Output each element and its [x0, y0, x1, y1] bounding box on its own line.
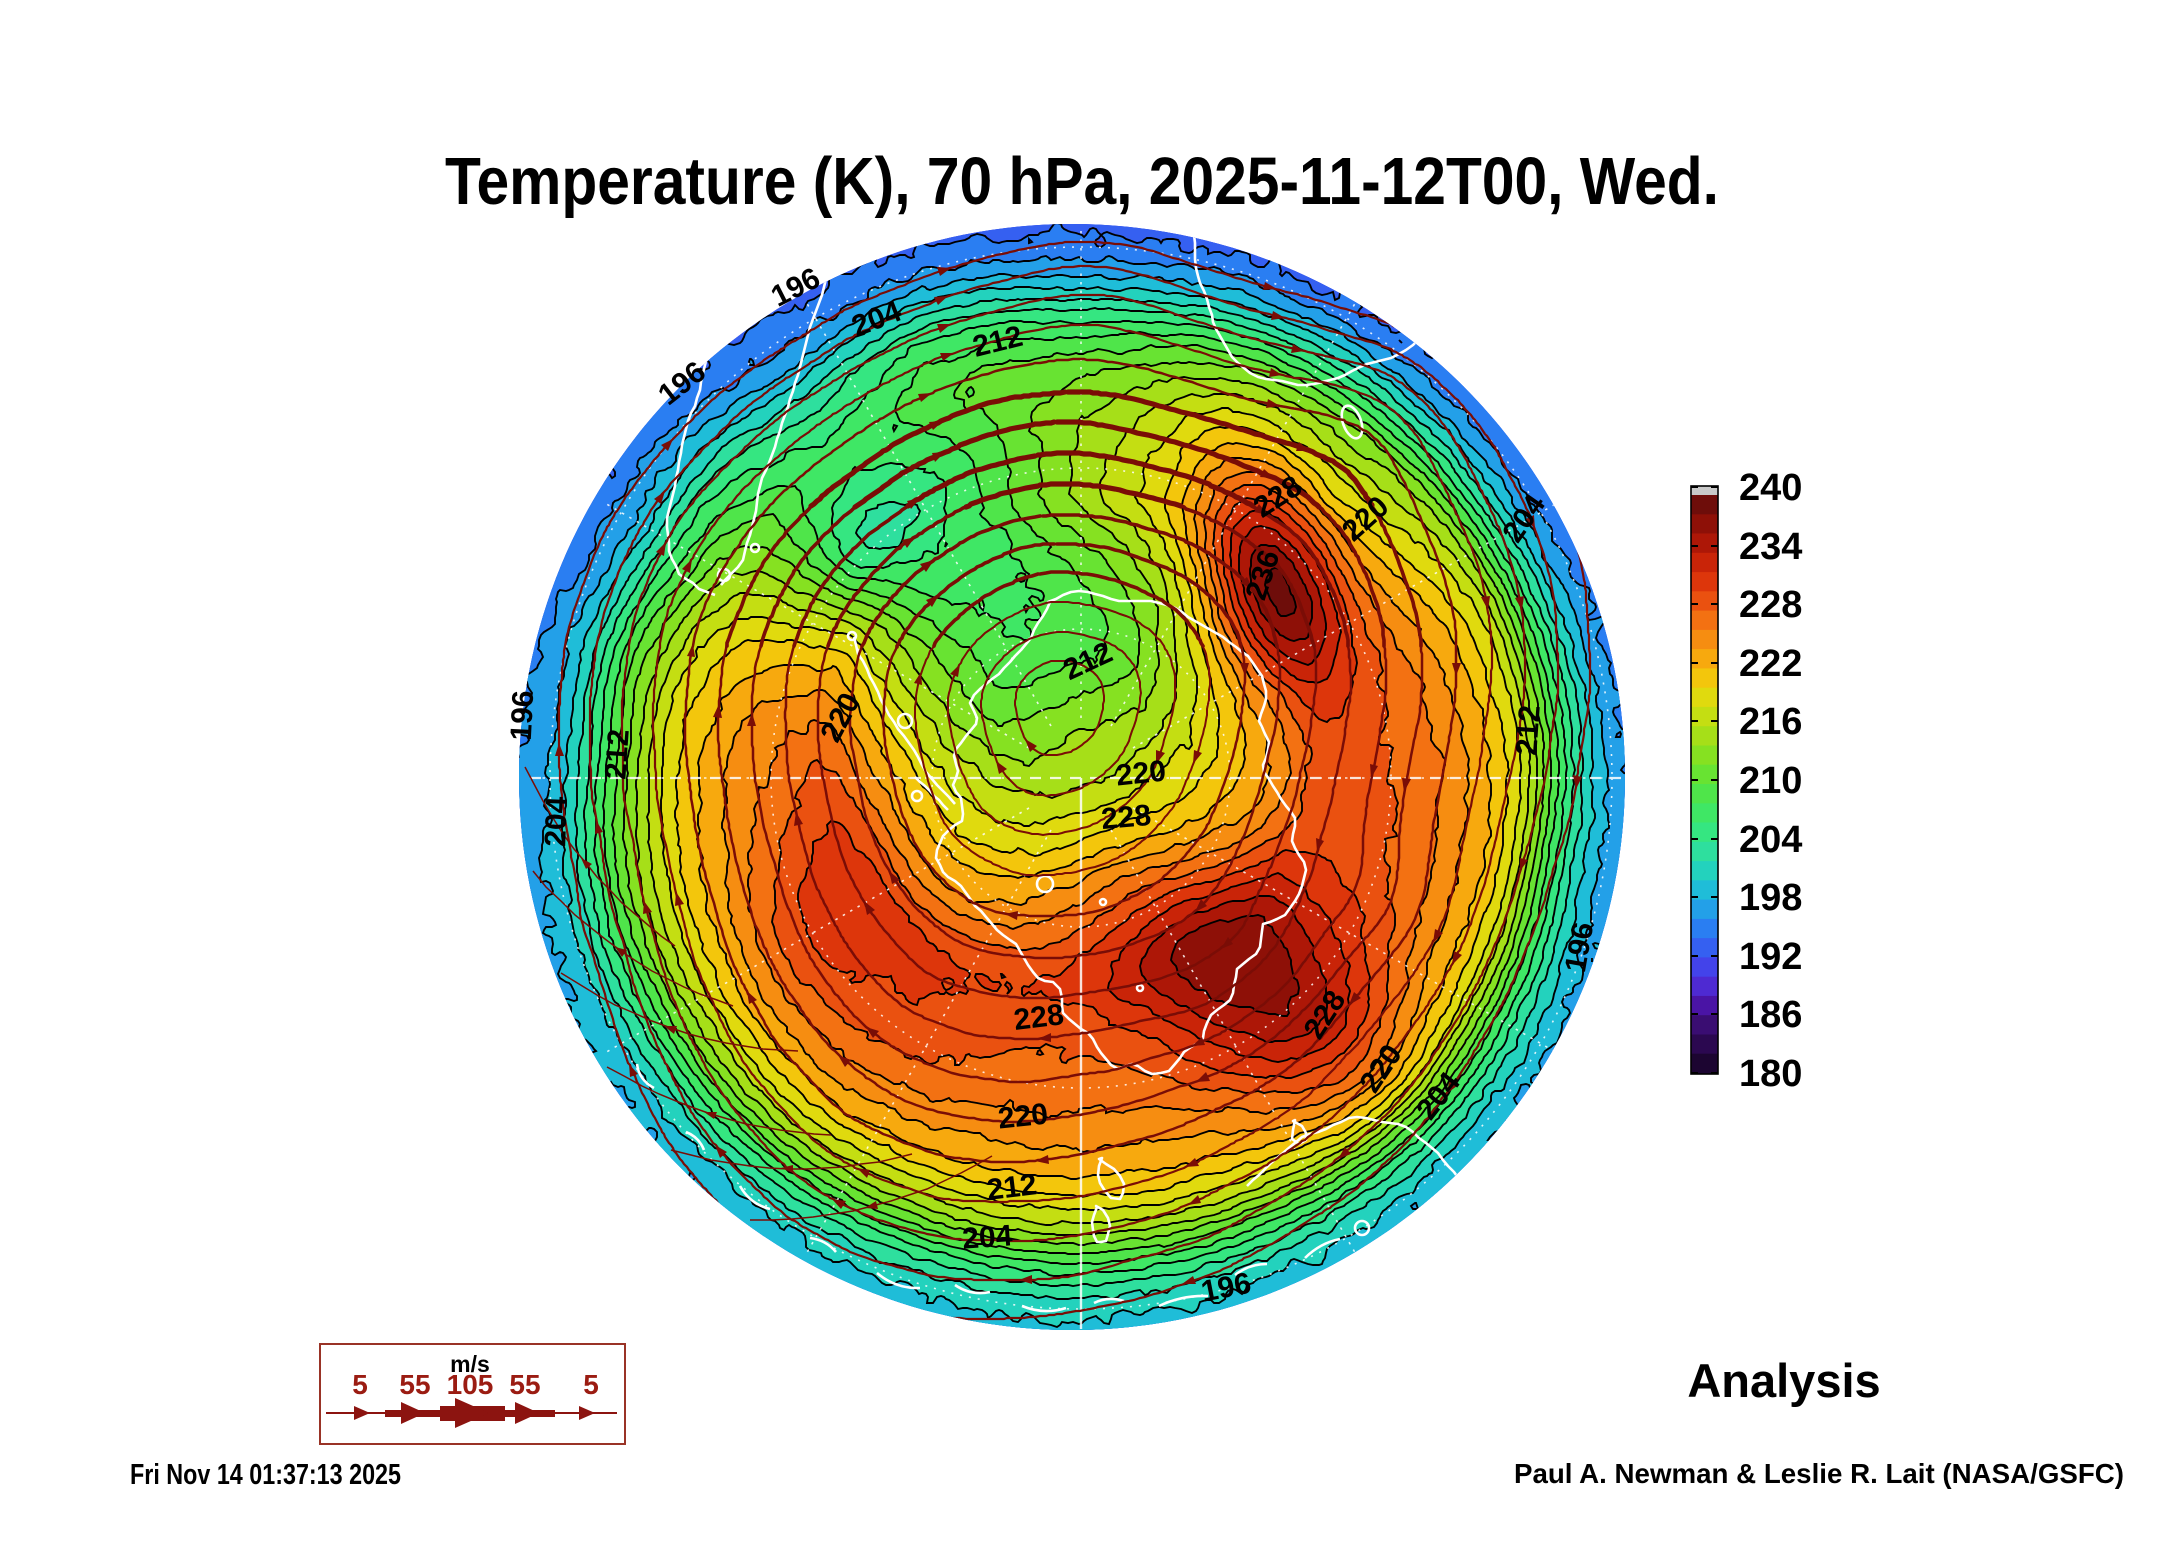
svg-text:105: 105: [447, 1369, 494, 1400]
svg-text:210: 210: [1739, 760, 1802, 802]
svg-text:228: 228: [1100, 799, 1153, 836]
svg-text:240: 240: [1739, 467, 1802, 509]
svg-text:220: 220: [1114, 755, 1167, 793]
svg-text:234: 234: [1739, 526, 1802, 568]
svg-text:204: 204: [1739, 819, 1802, 861]
svg-text:228: 228: [1739, 584, 1802, 626]
svg-text:212: 212: [985, 1168, 1039, 1207]
svg-text:Paul A. Newman & Leslie R. Lai: Paul A. Newman & Leslie R. Lait (NASA/GS…: [1514, 1458, 2124, 1489]
svg-text:186: 186: [1739, 994, 1802, 1036]
svg-text:212: 212: [1510, 704, 1546, 756]
svg-text:5: 5: [583, 1369, 599, 1400]
svg-text:198: 198: [1739, 877, 1802, 919]
svg-text:m/s: m/s: [450, 1351, 490, 1377]
svg-text:192: 192: [1739, 936, 1802, 978]
svg-text:204: 204: [961, 1219, 1014, 1255]
svg-text:204: 204: [539, 796, 574, 847]
svg-text:Temperature (K), 70 hPa, 2025-: Temperature (K), 70 hPa, 2025-11-12T00, …: [445, 144, 1719, 219]
svg-text:55: 55: [399, 1369, 430, 1400]
svg-text:55: 55: [509, 1369, 540, 1400]
svg-text:Fri Nov 14 01:37:13 2025: Fri Nov 14 01:37:13 2025: [130, 1459, 401, 1491]
svg-text:196: 196: [505, 690, 541, 742]
svg-text:220: 220: [996, 1098, 1049, 1136]
svg-text:212: 212: [599, 728, 635, 780]
svg-text:180: 180: [1739, 1053, 1802, 1095]
svg-text:216: 216: [1739, 701, 1802, 743]
svg-text:Analysis: Analysis: [1687, 1354, 1880, 1407]
svg-text:222: 222: [1739, 643, 1802, 685]
svg-text:5: 5: [352, 1369, 368, 1400]
svg-text:228: 228: [1012, 998, 1066, 1037]
